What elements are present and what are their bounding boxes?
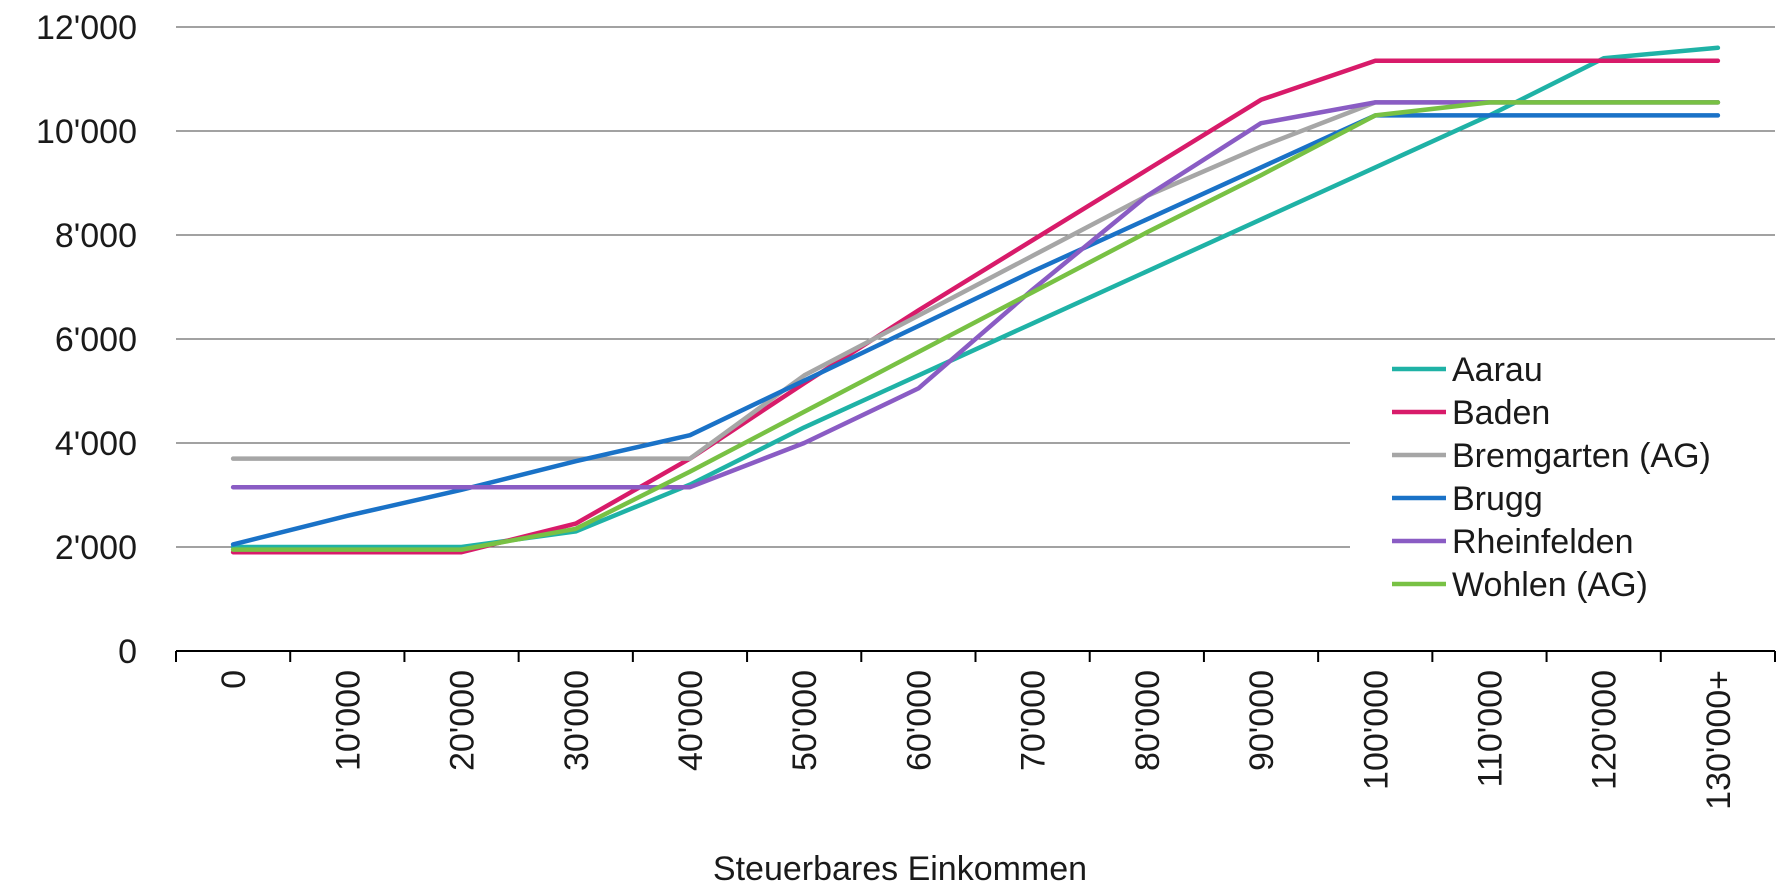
x-tick-label: 110'000	[1471, 670, 1509, 787]
series-line-wohlen-ag	[230, 100, 1721, 552]
legend-label: Aarau	[1452, 351, 1543, 389]
legend-label: Bremgarten (AG)	[1452, 437, 1711, 475]
y-tick-label: 10'000	[36, 113, 137, 151]
x-tick-label: 80'000	[1129, 670, 1167, 771]
y-tick-label: 6'000	[55, 321, 137, 359]
y-tick-label: 12'000	[36, 9, 137, 47]
x-tick-label: 20'000	[444, 670, 482, 771]
x-tick-label: 50'000	[786, 670, 824, 771]
y-tick-label: 0	[118, 633, 137, 671]
x-axis-label: Steuerbares Einkommen	[713, 850, 1087, 888]
x-tick-label: 60'000	[900, 670, 938, 771]
x-axis	[175, 650, 1776, 662]
y-tick-label: 4'000	[55, 425, 137, 463]
y-tick-label: 8'000	[55, 217, 137, 255]
y-tick-label: 2'000	[55, 529, 137, 567]
x-tick-label: 10'000	[329, 670, 367, 771]
legend-label: Baden	[1452, 394, 1550, 432]
x-tick-label: 120'000	[1586, 670, 1624, 790]
y-axis-ticks: 0 2'000 4'000 6'000 8'000 10'000 12'000	[36, 9, 137, 671]
x-tick-label: 90'000	[1243, 670, 1281, 771]
x-tick-label: 0	[215, 670, 253, 689]
x-tick-label: 40'000	[672, 670, 710, 771]
legend-label: Brugg	[1452, 480, 1543, 518]
series-line-baden	[230, 58, 1721, 555]
legend-label: Wohlen (AG)	[1452, 566, 1648, 604]
legend: Aarau Baden Bremgarten (AG) Brugg Rheinfelde…	[1392, 351, 1711, 604]
legend-label: Rheinfelden	[1452, 523, 1633, 561]
x-tick-label: 70'000	[1015, 670, 1053, 771]
x-tick-label: 30'000	[558, 670, 596, 771]
x-axis-ticks: 0 10'000 20'000 30'000 40'000 50'000 60'000 70'…	[215, 670, 1738, 810]
series-lines	[230, 45, 1721, 555]
x-tick-label: 130'000+	[1700, 670, 1738, 810]
x-tick-label: 100'000	[1357, 670, 1395, 790]
